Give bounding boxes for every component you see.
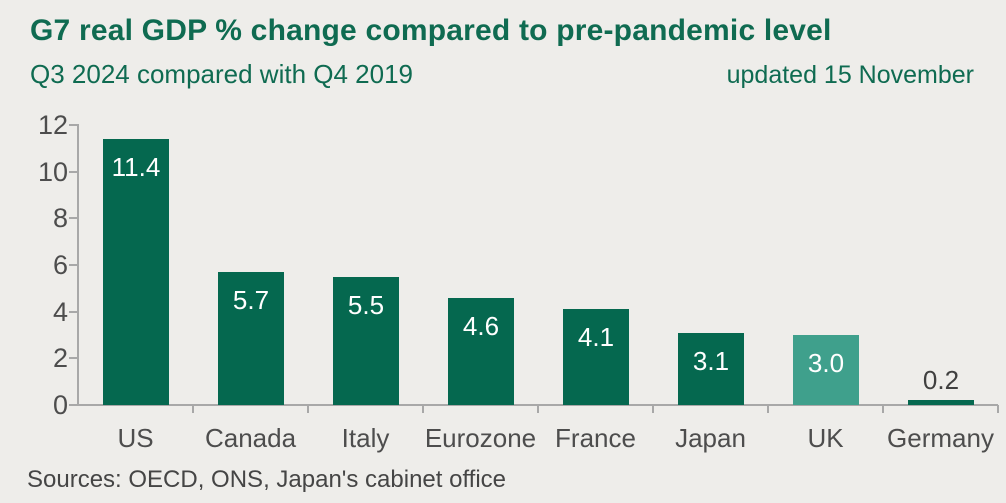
x-axis-tick [767, 405, 769, 413]
y-tick-label: 2 [52, 343, 68, 374]
category-label-japan: Japan [675, 423, 746, 453]
y-axis-tick [69, 357, 77, 360]
x-axis-tick [882, 405, 884, 413]
y-axis-tick [69, 124, 77, 126]
bar-france: 4.1 [563, 309, 629, 405]
category-label-eurozone: Eurozone [424, 423, 537, 453]
bar-germany: 0.2 [908, 365, 974, 405]
x-axis-tick [192, 405, 194, 413]
category-label-france: France [555, 423, 636, 453]
bar-value-label: 4.6 [462, 311, 500, 341]
category-label-us: US [117, 423, 154, 453]
y-axis-tick [69, 264, 77, 266]
y-axis-tick [69, 217, 77, 220]
updated-note: updated 15 November [726, 61, 974, 89]
chart-subtitle: Q3 2024 compared with Q4 2019 [30, 59, 414, 89]
y-tick-label: 6 [52, 250, 68, 280]
bar-us: 11.4 [103, 139, 169, 405]
y-tick-label: 4 [52, 296, 68, 327]
y-axis-line [77, 124, 79, 406]
bar-value-label: 11.4 [111, 152, 161, 182]
bar-italy: 5.5 [333, 277, 399, 405]
x-axis-tick [997, 405, 999, 413]
bar-value-label: 0.2 [922, 365, 960, 395]
y-tick-label: 12 [37, 110, 68, 140]
bar-value-label: 4.1 [577, 322, 615, 352]
x-axis-tick [537, 405, 539, 413]
y-tick-label: 8 [52, 203, 68, 234]
x-axis-tick [422, 405, 424, 413]
sources-note: Sources: OECD, ONS, Japan's cabinet offi… [27, 466, 507, 493]
bar-japan: 3.1 [678, 333, 744, 405]
y-axis-tick [69, 170, 77, 173]
bar-value-label: 5.5 [347, 290, 385, 320]
category-label-italy: Italy [341, 423, 390, 453]
bar-value-label: 5.7 [232, 285, 270, 315]
y-tick-label: 10 [37, 156, 68, 187]
chart-title: G7 real GDP % change compared to pre-pan… [30, 14, 832, 47]
category-label-uk: UK [807, 423, 844, 453]
category-label-canada: Canada [204, 423, 297, 453]
y-axis-tick [69, 310, 77, 313]
category-label-germany: Germany [887, 423, 994, 453]
y-axis-tick [69, 404, 77, 406]
bar-value-label: 3.1 [692, 346, 730, 376]
x-axis-tick [307, 405, 309, 413]
bar-eurozone: 4.6 [448, 298, 514, 405]
bar-value-label: 3.0 [807, 348, 845, 378]
y-tick-label: 0 [52, 390, 68, 420]
bar-canada: 5.7 [218, 272, 284, 405]
bar-uk: 3.0 [793, 335, 859, 405]
x-axis-tick [652, 405, 654, 413]
